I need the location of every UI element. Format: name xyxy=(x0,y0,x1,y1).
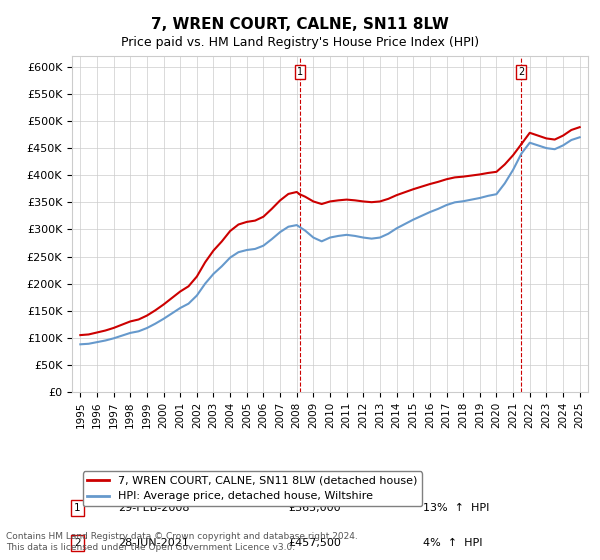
Text: 1: 1 xyxy=(74,503,80,513)
Text: £457,500: £457,500 xyxy=(289,538,341,548)
Text: 4%  ↑  HPI: 4% ↑ HPI xyxy=(423,538,482,548)
Text: 1: 1 xyxy=(296,67,302,77)
Text: Price paid vs. HM Land Registry's House Price Index (HPI): Price paid vs. HM Land Registry's House … xyxy=(121,36,479,49)
Text: 28-JUN-2021: 28-JUN-2021 xyxy=(118,538,190,548)
Text: 29-FEB-2008: 29-FEB-2008 xyxy=(118,503,190,513)
Legend: 7, WREN COURT, CALNE, SN11 8LW (detached house), HPI: Average price, detached ho: 7, WREN COURT, CALNE, SN11 8LW (detached… xyxy=(83,472,422,506)
Text: 7, WREN COURT, CALNE, SN11 8LW: 7, WREN COURT, CALNE, SN11 8LW xyxy=(151,17,449,32)
Text: 13%  ↑  HPI: 13% ↑ HPI xyxy=(423,503,489,513)
Text: £365,000: £365,000 xyxy=(289,503,341,513)
Text: Contains HM Land Registry data © Crown copyright and database right 2024.
This d: Contains HM Land Registry data © Crown c… xyxy=(6,532,358,552)
Text: 2: 2 xyxy=(518,67,524,77)
Text: 2: 2 xyxy=(74,538,80,548)
